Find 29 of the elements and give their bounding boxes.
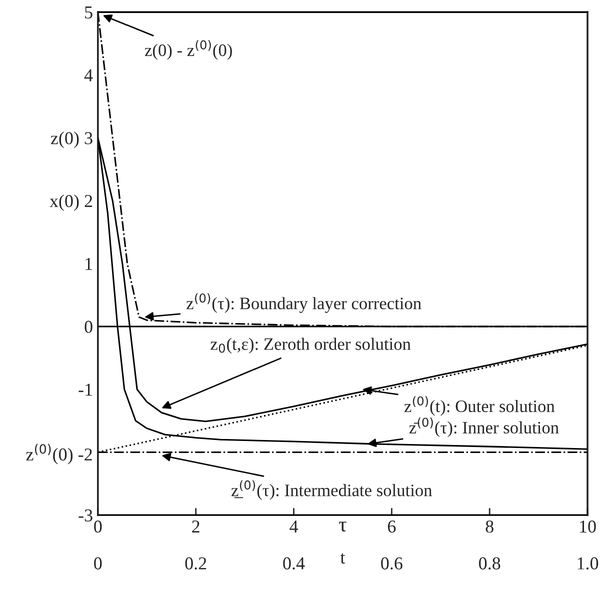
y-tick-label: z(0) 3 (50, 132, 92, 148)
annotation: z(0) - z$^{(0)}$(0) (144, 40, 232, 60)
x-tick-label: 10 (580, 520, 596, 533)
x2-tick-label: 0.8 (479, 557, 500, 570)
x-tick-label: 0 (94, 520, 102, 533)
y-tick-label: z$^{(0)}$(0) -2 (26, 444, 92, 464)
y-tick-label: 5 (85, 6, 92, 19)
x-tick-label: 6 (388, 520, 396, 533)
y-tick-label: -1 (78, 384, 92, 396)
x-axis-title: τ (338, 522, 346, 532)
annotation: z$^{(0)}$(τ): Boundary layer correction (186, 293, 422, 313)
x2-tick-label: 0 (94, 557, 102, 570)
annotation: z̲$^{(0)}$(τ): Intermediate solution (231, 480, 432, 500)
y-tick-label: 1 (86, 258, 92, 270)
x-tick-label: 4 (290, 520, 298, 532)
x-tick-label: 8 (486, 520, 494, 533)
y-tick-label: 0 (84, 320, 92, 333)
annotation: z$_{0}$(t,ε): Zeroth order solution (210, 338, 411, 354)
annotation: z$^{(0)}$(t): Outer solution (404, 396, 555, 416)
y-tick-label: 4 (84, 69, 93, 82)
x2-tick-label: 1.0 (578, 557, 598, 570)
x2-tick-label: 0.6 (381, 557, 402, 570)
annotation: z̄$^{(0)}$(τ): Inner solution (409, 417, 559, 438)
y-tick-label: -3 (78, 509, 92, 522)
x2-axis-title: t (340, 553, 346, 564)
y-tick-label: x(0) 2 (50, 194, 92, 211)
x2-tick-label: 0.2 (185, 557, 206, 570)
x-tick-label: 2 (192, 520, 200, 532)
x2-tick-label: 0.4 (283, 557, 305, 570)
